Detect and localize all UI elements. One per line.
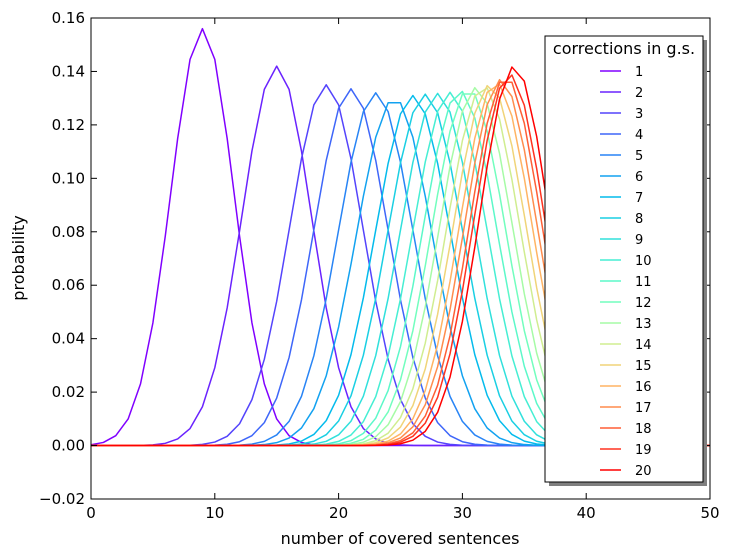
y-axis-label: probability: [9, 215, 28, 300]
y-tick-label: 0.10: [52, 169, 85, 187]
x-tick-label: 0: [86, 504, 96, 522]
x-axis-ticks: 0 10 20 30 40 50: [86, 18, 720, 522]
y-tick-label: 0.00: [52, 437, 85, 455]
legend-label-10: 10: [635, 254, 652, 269]
legend-label-2: 2: [635, 86, 643, 101]
plot-frame: [90, 17, 711, 500]
legend-label-12: 12: [635, 296, 652, 311]
y-tick-label: 0.16: [52, 9, 85, 27]
legend-box: [544, 35, 704, 483]
legend-label-17: 17: [635, 401, 652, 416]
legend-label-14: 14: [635, 338, 652, 353]
x-tick-label: 50: [700, 504, 719, 522]
legend-label-18: 18: [635, 422, 652, 437]
y-tick-label: 0.08: [52, 223, 85, 241]
legend-label-3: 3: [635, 107, 643, 122]
legend-label-7: 7: [635, 191, 643, 206]
legend-label-1: 1: [635, 65, 643, 80]
y-tick-label: 0.02: [52, 383, 85, 401]
legend-label-8: 8: [635, 212, 643, 227]
legend-title: corrections in g.s.: [553, 39, 695, 58]
legend-label-16: 16: [635, 380, 652, 395]
legend-label-5: 5: [635, 149, 643, 164]
legend-label-4: 4: [635, 128, 643, 143]
y-tick-label: 0.04: [52, 330, 85, 348]
legend: corrections in g.s. 12345678910111213141…: [544, 35, 707, 486]
x-tick-label: 10: [205, 504, 224, 522]
legend-label-6: 6: [635, 170, 643, 185]
x-tick-label: 20: [329, 504, 348, 522]
legend-label-11: 11: [635, 275, 652, 290]
x-axis-label: number of covered sentences: [281, 529, 520, 548]
x-tick-label: 30: [453, 504, 472, 522]
y-axis-ticks: −0.02 0.00 0.02 0.04 0.06 0.08 0.10 0.12 0.14 0.1…: [39, 9, 710, 508]
legend-label-19: 19: [635, 443, 652, 458]
legend-label-13: 13: [635, 317, 652, 332]
legend-label-20: 20: [635, 464, 652, 479]
y-tick-label: 0.14: [52, 62, 85, 80]
y-tick-label: −0.02: [39, 490, 85, 508]
legend-label-9: 9: [635, 233, 643, 248]
y-tick-label: 0.12: [52, 116, 85, 134]
y-tick-label: 0.06: [52, 276, 85, 294]
legend-label-15: 15: [635, 359, 652, 374]
x-tick-label: 40: [577, 504, 596, 522]
